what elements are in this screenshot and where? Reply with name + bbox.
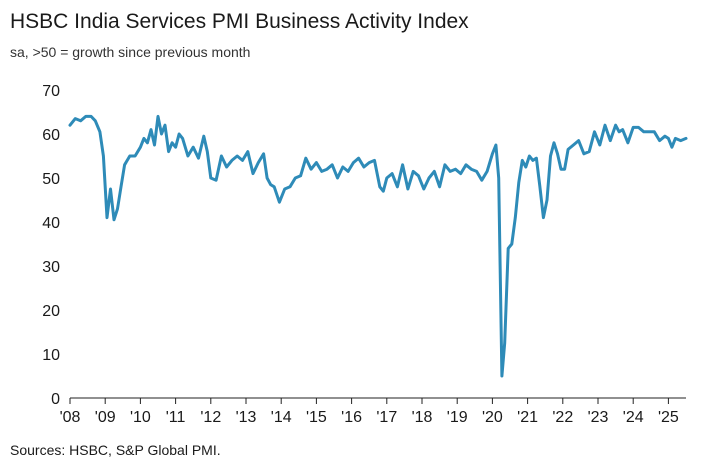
x-tick-label: '15 <box>306 409 327 426</box>
x-tick-label: '20 <box>482 409 503 426</box>
x-tick-label: '11 <box>166 409 186 426</box>
x-tick-label: '10 <box>130 409 151 426</box>
x-tick-label: '18 <box>412 409 433 426</box>
y-tick-label: 30 <box>42 259 60 276</box>
x-tick-label: '17 <box>376 409 397 426</box>
y-axis-ticks: 0 10 20 30 40 50 60 70 <box>42 83 60 408</box>
x-axis-ticks: '08 '09 '10 '11 '12 '13 '14 '15 '16 '17 '18 '19 '20 '… <box>60 398 679 426</box>
source-note: Sources: HSBC, S&P Global PMI. <box>10 442 221 458</box>
x-tick-label: '25 <box>658 409 679 426</box>
series-group <box>68 114 688 378</box>
x-tick-label: '13 <box>236 409 257 426</box>
y-tick-label: 50 <box>42 171 60 188</box>
y-tick-label: 20 <box>42 303 60 320</box>
x-tick-label: '23 <box>588 409 609 426</box>
y-tick-label: 0 <box>51 391 60 408</box>
x-tick-label: '24 <box>623 409 644 426</box>
chart-subtitle: sa, >50 = growth since previous month <box>10 44 251 60</box>
x-tick-label: '16 <box>341 409 362 426</box>
x-tick-label: '21 <box>517 409 538 426</box>
x-tick-label: '22 <box>552 409 573 426</box>
x-tick-label: '12 <box>200 409 221 426</box>
y-tick-label: 60 <box>42 127 60 144</box>
x-tick-label: '19 <box>447 409 468 426</box>
y-tick-label: 10 <box>42 347 60 364</box>
x-tick-label: '09 <box>95 409 116 426</box>
series-line <box>68 114 688 378</box>
x-tick-label: '14 <box>271 409 292 426</box>
y-tick-label: 40 <box>42 215 60 232</box>
y-tick-label: 70 <box>42 83 60 100</box>
x-tick-label: '08 <box>60 409 81 426</box>
chart-title: HSBC India Services PMI Business Activit… <box>10 10 469 33</box>
